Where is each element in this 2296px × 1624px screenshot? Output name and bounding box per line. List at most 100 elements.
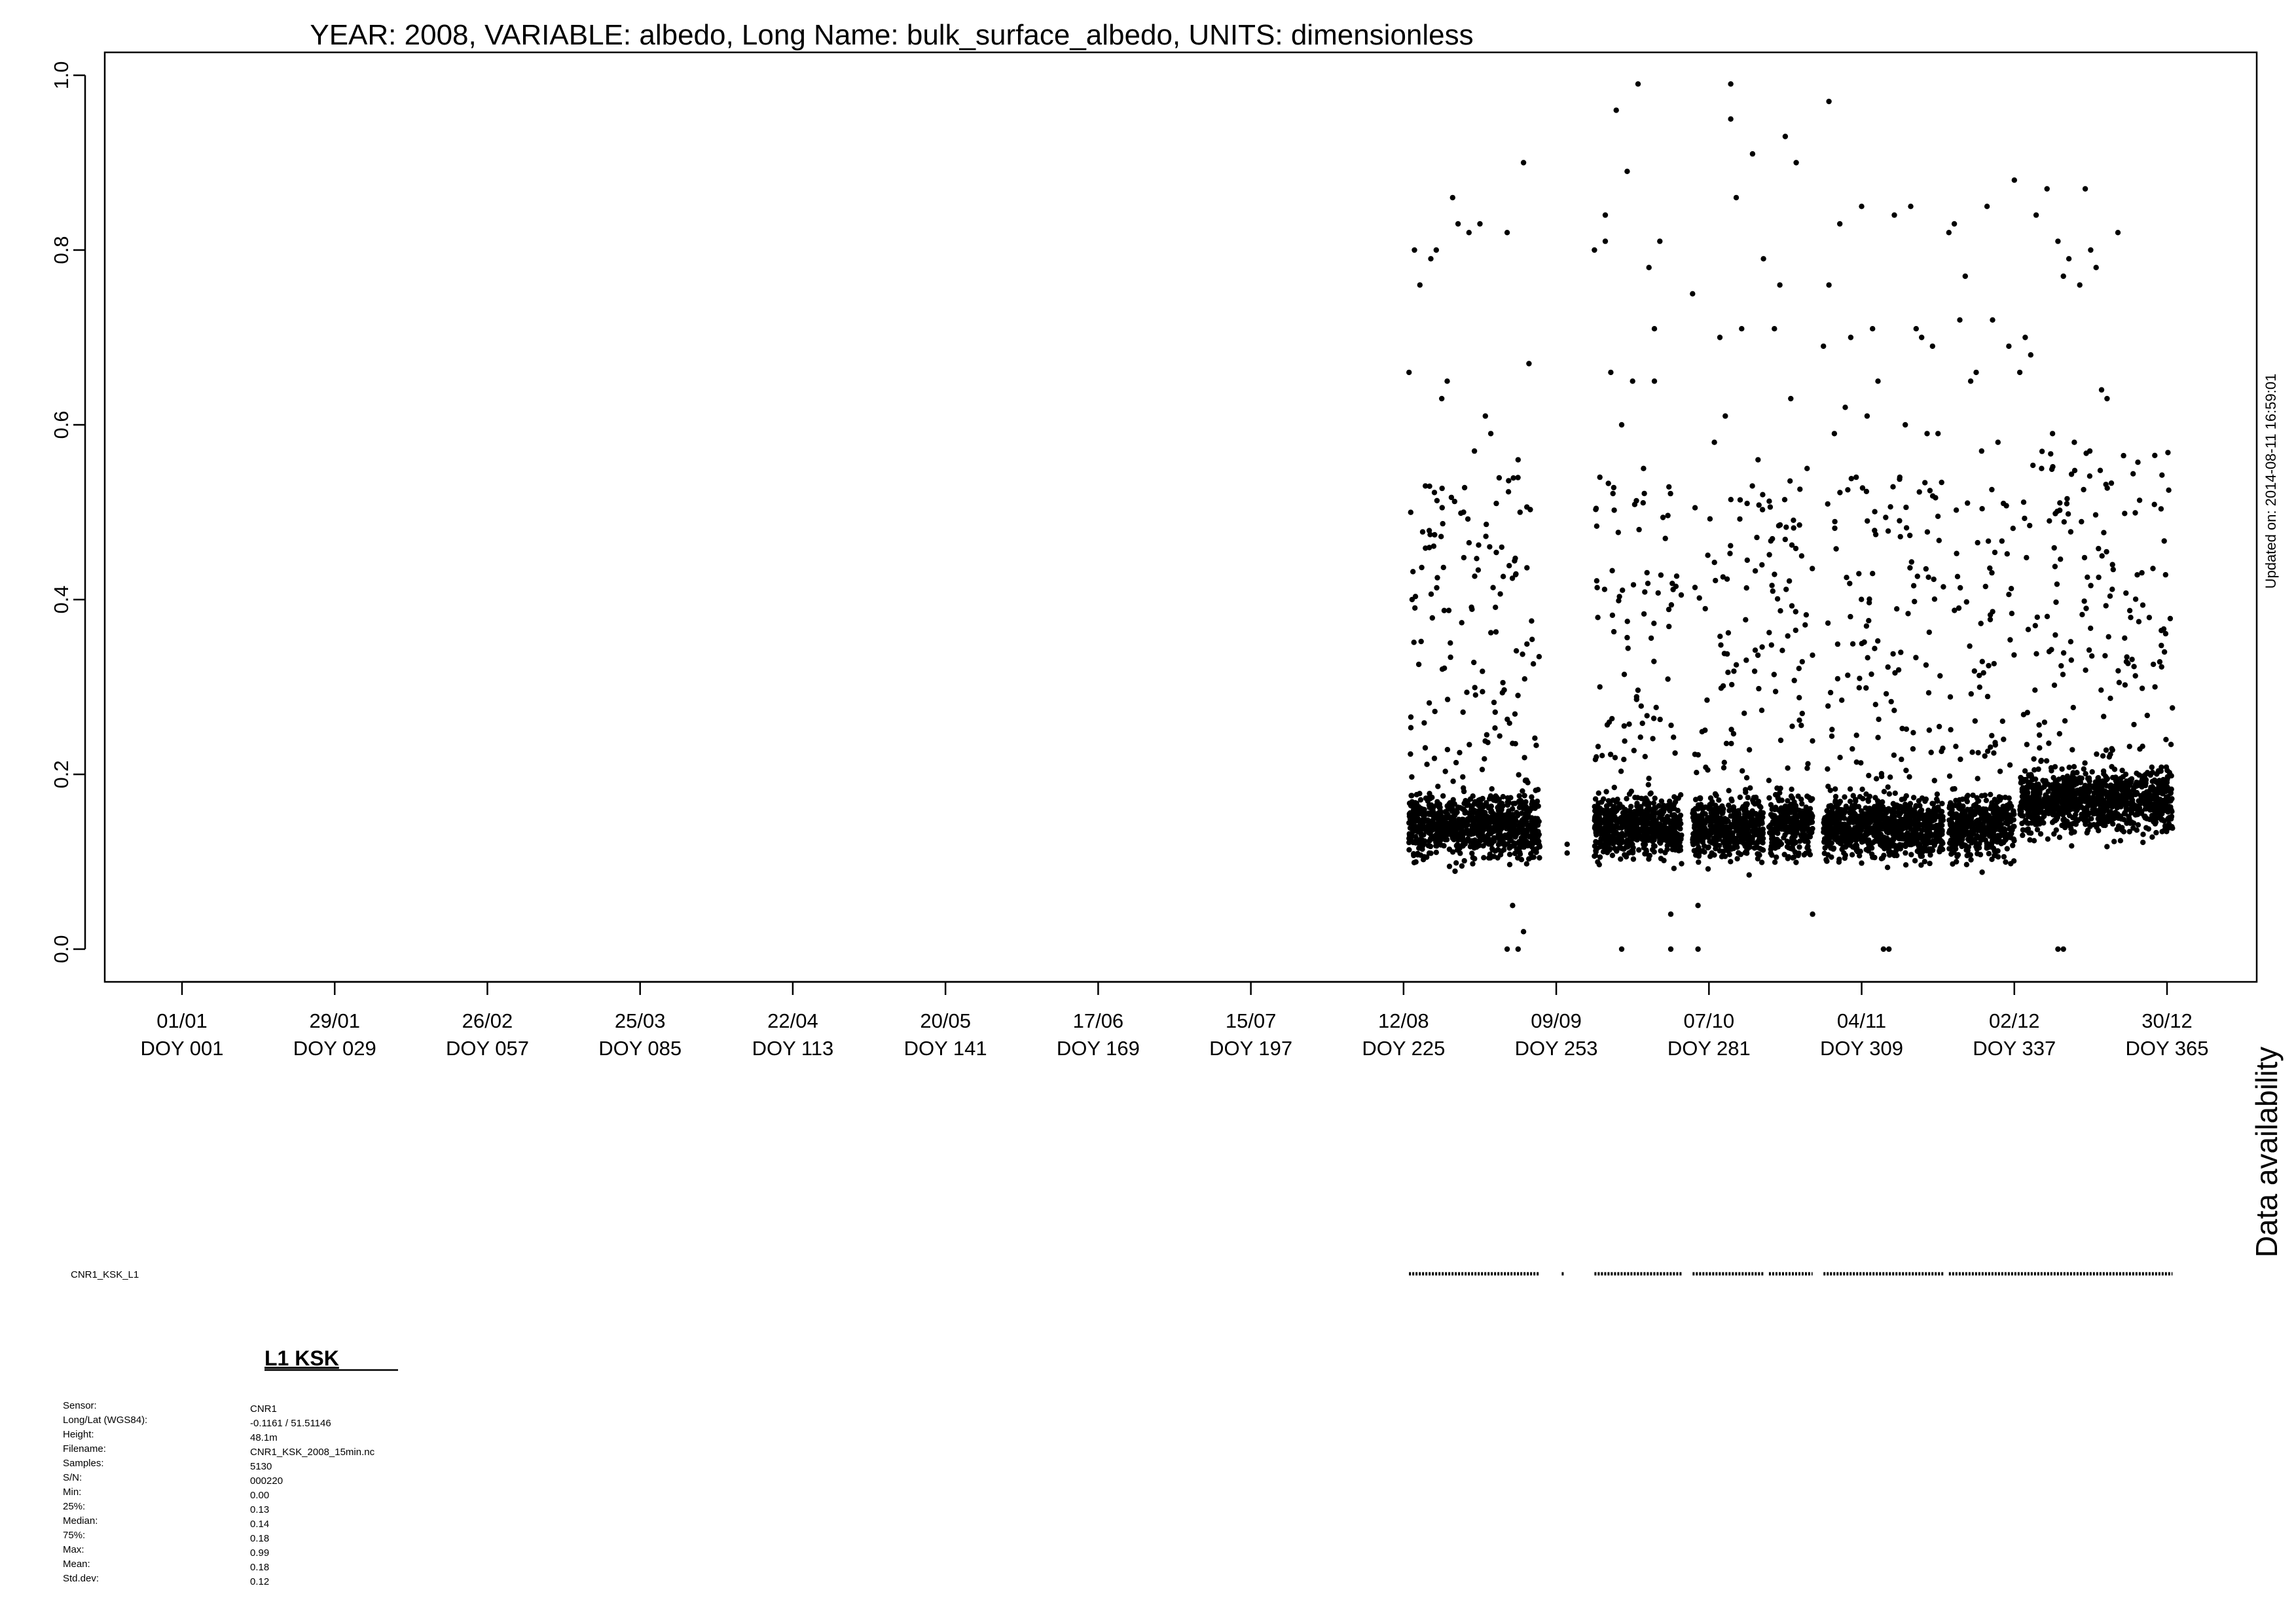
data-point: [1529, 636, 1535, 642]
data-point: [1410, 569, 1416, 575]
data-point: [1533, 787, 1539, 793]
data-point: [1758, 816, 1765, 821]
data-point: [1721, 831, 1727, 837]
data-point: [1702, 605, 1708, 612]
data-point: [2083, 667, 2088, 673]
data-point: [2161, 649, 2168, 655]
data-point: [1785, 798, 1791, 804]
data-point: [1720, 683, 1726, 689]
data-point: [1496, 475, 1503, 481]
data-point: [1599, 753, 1605, 759]
data-point: [2005, 821, 2011, 827]
data-point: [1749, 808, 1755, 814]
data-point: [1777, 785, 1783, 791]
data-point: [1766, 498, 1772, 504]
data-point: [1609, 852, 1616, 859]
data-point: [1796, 522, 1802, 528]
data-point: [1666, 818, 1672, 823]
data-point: [2086, 787, 2093, 794]
data-point: [1444, 747, 1451, 753]
data-point: [1707, 516, 1713, 522]
data-point: [2166, 487, 2172, 493]
data-point: [1726, 787, 1732, 794]
data-point: [1630, 849, 1636, 855]
data-point: [1521, 844, 1527, 850]
data-point: [1804, 835, 1810, 840]
data-point: [1520, 788, 1525, 794]
data-point: [1609, 715, 1615, 722]
data-point: [1788, 821, 1794, 827]
data-point: [1490, 585, 1496, 590]
data-point: [1863, 685, 1869, 691]
data-point: [1958, 820, 1964, 825]
data-point: [2005, 803, 2011, 810]
data-point: [1918, 821, 1924, 828]
data-point: [1783, 586, 1789, 592]
data-point: [1890, 829, 1896, 835]
data-point: [1837, 490, 1843, 496]
data-point: [1432, 532, 1438, 538]
data-point: [1500, 573, 1506, 579]
data-point: [1910, 795, 1917, 801]
data-point: [2122, 511, 2128, 516]
data-point: [1797, 486, 1803, 492]
data-point: [1595, 816, 1602, 823]
data-point: [1759, 562, 1765, 568]
data-point: [1782, 832, 1788, 838]
y-tick-label: 0.2: [50, 760, 73, 788]
data-point: [1934, 796, 1940, 803]
x-tick-date: 22/04: [767, 1009, 818, 1032]
data-point: [1859, 596, 1865, 602]
data-point: [1529, 794, 1535, 800]
data-point: [1469, 850, 1475, 856]
data-point: [1660, 514, 1666, 520]
data-point: [1881, 852, 1887, 859]
data-point: [1777, 737, 1784, 744]
data-point: [1613, 829, 1618, 836]
data-point: [1938, 844, 1944, 850]
data-point: [1467, 742, 1472, 748]
data-point: [2123, 590, 2129, 596]
data-point: [1758, 708, 1765, 713]
data-point: [1731, 668, 1737, 674]
data-point: [1522, 799, 1528, 806]
data-point: [1809, 815, 1815, 821]
data-point: [1734, 840, 1740, 846]
data-point: [1784, 839, 1790, 844]
data-point: [1628, 803, 1634, 810]
data-point: [1910, 827, 1916, 833]
data-point: [1610, 797, 1616, 803]
data-point: [1611, 839, 1617, 845]
data-point: [1865, 825, 1872, 831]
data-point: [1604, 722, 1611, 728]
data-point: [1642, 589, 1648, 595]
data-point: [1729, 798, 1735, 804]
data-point: [2010, 526, 2016, 532]
data-point: [1493, 629, 1499, 635]
data-point: [1935, 513, 1941, 519]
data-point: [1793, 805, 1799, 811]
data-point: [1905, 806, 1911, 812]
data-point: [2051, 545, 2057, 551]
data-point: [1709, 827, 1716, 833]
data-point: [1441, 833, 1447, 839]
data-point: [1805, 843, 1811, 850]
data-point: [1695, 802, 1702, 808]
data-point: [1410, 815, 1416, 821]
chart-title: YEAR: 2008, VARIABLE: albedo, Long Name:…: [310, 19, 1473, 51]
data-point: [1602, 812, 1609, 818]
data-point: [1434, 839, 1440, 846]
data-point: [1997, 768, 2003, 774]
data-point: [1645, 782, 1651, 788]
data-point: [1970, 792, 1976, 799]
data-point: [1828, 820, 1834, 825]
data-point: [2122, 682, 2128, 688]
data-point: [1839, 697, 1845, 703]
x-tick-date: 25/03: [615, 1009, 666, 1032]
data-point: [1728, 859, 1734, 865]
data-point: [1920, 827, 1925, 833]
data-point: [1975, 539, 1980, 546]
data-point: [1989, 856, 1995, 863]
data-point: [1786, 578, 1793, 584]
data-point: [1876, 836, 1882, 842]
